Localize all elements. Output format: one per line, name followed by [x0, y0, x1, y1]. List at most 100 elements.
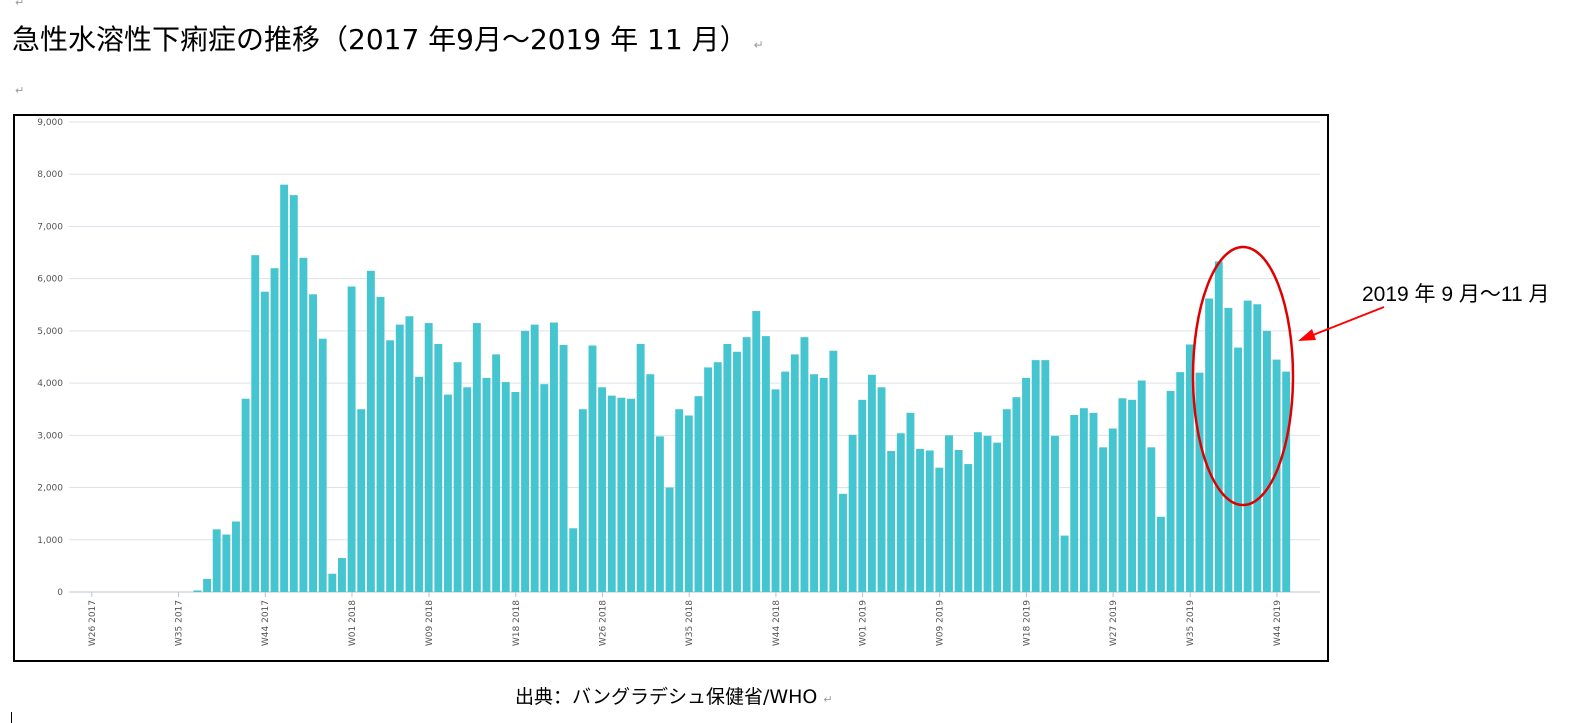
page-title-text: 急性水溶性下痢症の推移（2017 年9月〜2019 年 11 月） [12, 23, 748, 56]
bar [1118, 398, 1127, 592]
x-tick-label: W27 2019 [1109, 600, 1119, 646]
bar [945, 435, 953, 592]
bar [444, 394, 452, 592]
bar [1185, 344, 1194, 592]
bar [1214, 261, 1223, 592]
paragraph-mark-title: ↵ [753, 38, 764, 52]
bar [280, 184, 289, 593]
bar [598, 387, 607, 592]
bar [203, 578, 212, 592]
bar [530, 324, 539, 592]
bar [694, 396, 703, 592]
bar [800, 337, 809, 592]
bar [463, 387, 472, 592]
bar [1060, 535, 1069, 592]
x-tick-label: W35 2018 [685, 600, 695, 646]
y-tick-label: 3,000 [37, 431, 63, 441]
bar [1282, 371, 1291, 592]
bar [1031, 360, 1040, 592]
x-tick-label: W35 2017 [175, 600, 185, 646]
bar [289, 195, 298, 593]
bar [993, 442, 1002, 592]
bar [1195, 372, 1204, 592]
bar [511, 391, 520, 592]
bar [1253, 304, 1262, 592]
bar [1051, 435, 1059, 592]
bar [193, 590, 202, 592]
margin-marker [11, 712, 12, 723]
y-tick-label: 1,000 [37, 536, 63, 546]
bar [675, 409, 684, 592]
bar [270, 268, 279, 592]
bar [309, 294, 318, 592]
bar [232, 521, 240, 592]
bars [193, 184, 1291, 593]
bar [241, 398, 250, 592]
bar [415, 376, 423, 592]
bar [935, 467, 944, 592]
bar [1205, 298, 1214, 592]
bar [954, 449, 963, 592]
paragraph-mark-source: ↵ [823, 693, 833, 706]
bar [472, 323, 481, 592]
bar [848, 434, 857, 592]
bar [318, 338, 327, 592]
x-tick-label: W44 2018 [772, 600, 782, 646]
bar [1224, 307, 1233, 592]
y-tick-label: 5,000 [37, 327, 63, 337]
source-text: 出典：バングラデシュ保健省/WHO [515, 686, 818, 708]
paragraph-mark-blank-line: ↵ [15, 84, 25, 97]
bar [1002, 409, 1011, 592]
bar [713, 362, 722, 592]
x-tick-label: W09 2019 [936, 600, 946, 646]
bar [867, 374, 876, 592]
bar [1108, 428, 1117, 592]
bar [222, 534, 231, 592]
bar [858, 399, 867, 592]
bar [723, 343, 732, 592]
chart-frame: 0 1,000 2,000 3,000 4,000 5,000 6,000 7,000 8,00… [13, 114, 1329, 662]
bar [1262, 330, 1271, 592]
bar [646, 374, 655, 592]
x-tick-label: W18 2019 [1022, 600, 1032, 646]
x-tick-label: W01 2018 [348, 600, 358, 646]
y-tick-label: 4,000 [37, 379, 63, 389]
bar [1176, 372, 1185, 592]
bar [376, 296, 385, 592]
bar [752, 311, 761, 592]
bar [1147, 447, 1156, 592]
bar [1022, 377, 1031, 592]
x-tick-label: W26 2017 [88, 600, 98, 646]
bar [790, 354, 799, 592]
y-tick-label: 6,000 [37, 275, 63, 285]
bar [1128, 399, 1136, 592]
bar [1157, 516, 1165, 592]
bar [328, 573, 337, 592]
y-axis-ticks: 0 1,000 2,000 3,000 4,000 5,000 6,000 7,000 8,00… [37, 118, 63, 598]
bar [877, 387, 886, 592]
bar [559, 344, 568, 592]
bar [983, 435, 992, 592]
bar [395, 324, 404, 592]
bar [771, 389, 780, 592]
bar [492, 354, 501, 592]
y-tick-label: 0 [57, 588, 63, 598]
bar [501, 382, 510, 592]
bar [540, 384, 549, 592]
bar [607, 395, 616, 592]
bar [781, 371, 790, 592]
bar [251, 255, 260, 593]
bar [260, 291, 269, 592]
source-caption: 出典：バングラデシュ保健省/WHO ↵ [515, 682, 833, 709]
bar [627, 398, 635, 592]
bar [299, 257, 308, 592]
bar [925, 450, 934, 592]
bar [569, 528, 578, 592]
x-tick-label: W01 2019 [859, 600, 869, 646]
bar [665, 487, 674, 592]
bar [212, 529, 221, 592]
y-tick-label: 2,000 [37, 484, 63, 494]
bar [964, 464, 973, 592]
bar [1089, 412, 1098, 592]
annotation-label: 2019 年 9 月〜11 月 [1362, 283, 1550, 306]
